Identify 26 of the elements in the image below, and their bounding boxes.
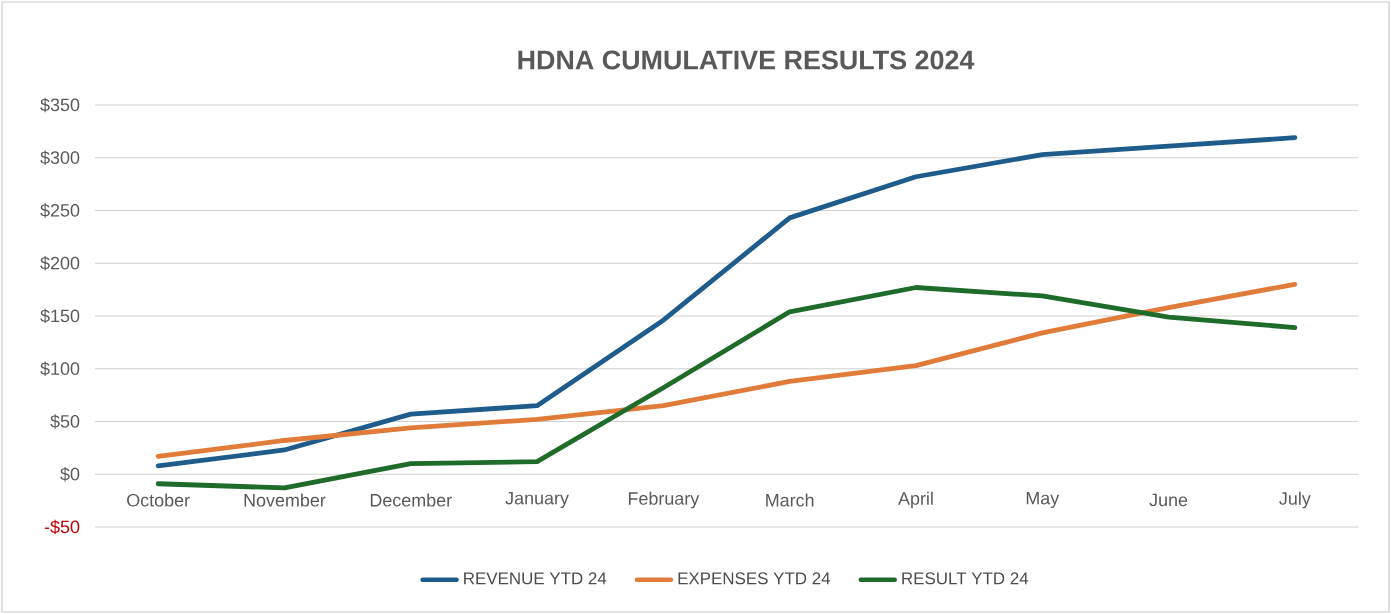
- x-tick-label: January: [505, 491, 569, 509]
- x-tick-label: April: [898, 491, 933, 509]
- x-tick-label: October: [127, 493, 190, 507]
- y-tick-label: $0: [60, 466, 80, 482]
- legend-label: REVENUE YTD 24: [464, 572, 607, 585]
- y-tick-label: $300: [40, 150, 80, 166]
- y-tick-label: $150: [40, 308, 80, 324]
- x-tick-label: December: [370, 493, 452, 507]
- y-tick-label: $250: [40, 203, 80, 218]
- x-tick-label: February: [628, 491, 700, 509]
- legend-label: RESULT YTD 24: [902, 572, 1029, 585]
- y-tick-label: -$50: [44, 519, 80, 535]
- y-tick-label: $200: [40, 255, 80, 271]
- y-tick-label: $50: [50, 414, 80, 429]
- x-tick-label: March: [766, 493, 814, 507]
- y-tick-label: $100: [40, 361, 80, 377]
- line-series: [155, 285, 1298, 491]
- x-tick-label: November: [244, 493, 326, 507]
- legend-label: EXPENSES YTD 24: [678, 572, 831, 585]
- chart-title: HDNA CUMULATIVE RESULTS 2024: [518, 50, 975, 70]
- x-tick-label: June: [1149, 493, 1188, 507]
- x-tick-label: May: [1026, 491, 1060, 509]
- x-tick-label: July: [1279, 491, 1311, 509]
- line-series: [155, 135, 1298, 469]
- line-series: [155, 281, 1298, 459]
- y-tick-label: $350: [40, 97, 80, 113]
